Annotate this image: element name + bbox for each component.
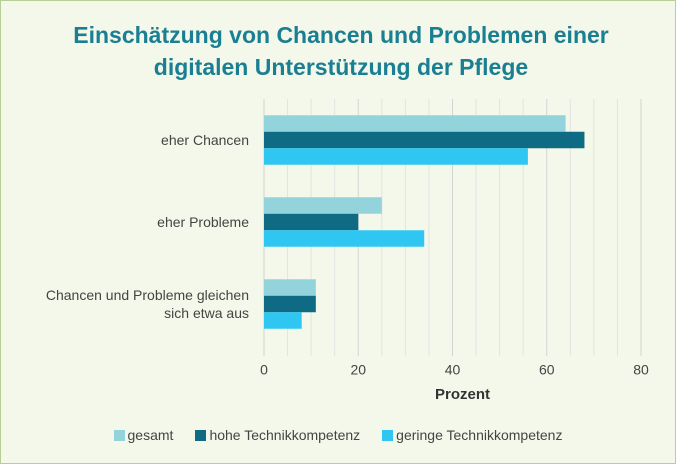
legend-swatch [113, 429, 125, 441]
legend-item: gesamt [113, 427, 174, 443]
legend: gesamt hohe Technikkompetenz geringe Techn… [1, 427, 675, 443]
bar [264, 148, 528, 165]
y-tick-label: eher Probleme [157, 214, 249, 230]
bar [264, 115, 566, 132]
legend-swatch [195, 429, 207, 441]
x-tick-label: 60 [539, 362, 555, 378]
x-tick-label: 40 [445, 362, 461, 378]
bar [264, 131, 585, 149]
bar [264, 279, 316, 296]
bar [264, 197, 382, 214]
bar [264, 295, 316, 313]
chart-title: Einschätzung von Chancen und Problemen e… [73, 22, 609, 80]
x-tick-label: 0 [260, 362, 268, 378]
legend-item: hohe Technikkompetenz [195, 427, 360, 443]
bar [264, 230, 425, 247]
bar [264, 213, 359, 231]
bar [264, 312, 302, 329]
x-tick-label: 80 [633, 362, 649, 378]
x-axis-label: Prozent [435, 386, 490, 403]
legend-label: geringe Technikkompetenz [396, 427, 563, 443]
legend-swatch [382, 429, 394, 441]
legend-label: gesamt [127, 427, 174, 443]
legend-label: hohe Technikkompetenz [209, 427, 361, 443]
x-tick-label: 20 [350, 362, 366, 378]
legend-item: geringe Technikkompetenz [382, 427, 562, 443]
y-tick-label: eher Chancen [161, 132, 249, 148]
y-tick-label: Chancen und Probleme gleichen sich etwa … [45, 287, 249, 321]
